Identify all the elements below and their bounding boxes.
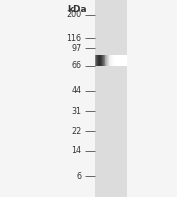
Text: 22: 22 [71,126,81,136]
Text: kDa: kDa [67,5,87,14]
Bar [114,55,115,65]
Bar [111,55,112,65]
Bar [99,55,100,65]
Bar [108,55,109,65]
Text: 200: 200 [66,10,81,19]
Text: 116: 116 [66,34,81,43]
Bar [105,55,106,65]
Bar [100,55,101,65]
Bar [95,0,127,197]
Bar [103,55,104,65]
Bar [115,55,116,65]
Text: 44: 44 [72,86,81,95]
Bar [96,55,97,65]
Bar [119,55,120,65]
Bar [98,55,99,65]
Text: 14: 14 [72,146,81,155]
Bar [107,55,108,65]
Bar [112,55,113,65]
Bar [95,55,96,65]
Bar [120,55,121,65]
Bar [116,55,117,65]
Bar [117,55,118,65]
Bar [126,55,127,65]
Bar [113,55,114,65]
Text: 66: 66 [72,61,81,71]
Bar [125,55,126,65]
Bar [122,55,123,65]
Bar [124,55,125,65]
Bar [110,55,111,65]
Bar [97,55,98,65]
Bar [121,55,122,65]
Bar [106,55,107,65]
Bar [118,55,119,65]
Bar [123,55,124,65]
Text: 6: 6 [76,172,81,181]
Bar [102,55,103,65]
Text: 97: 97 [71,44,81,53]
Bar [104,55,105,65]
Text: 31: 31 [72,107,81,116]
Bar [109,55,110,65]
Bar [101,55,102,65]
